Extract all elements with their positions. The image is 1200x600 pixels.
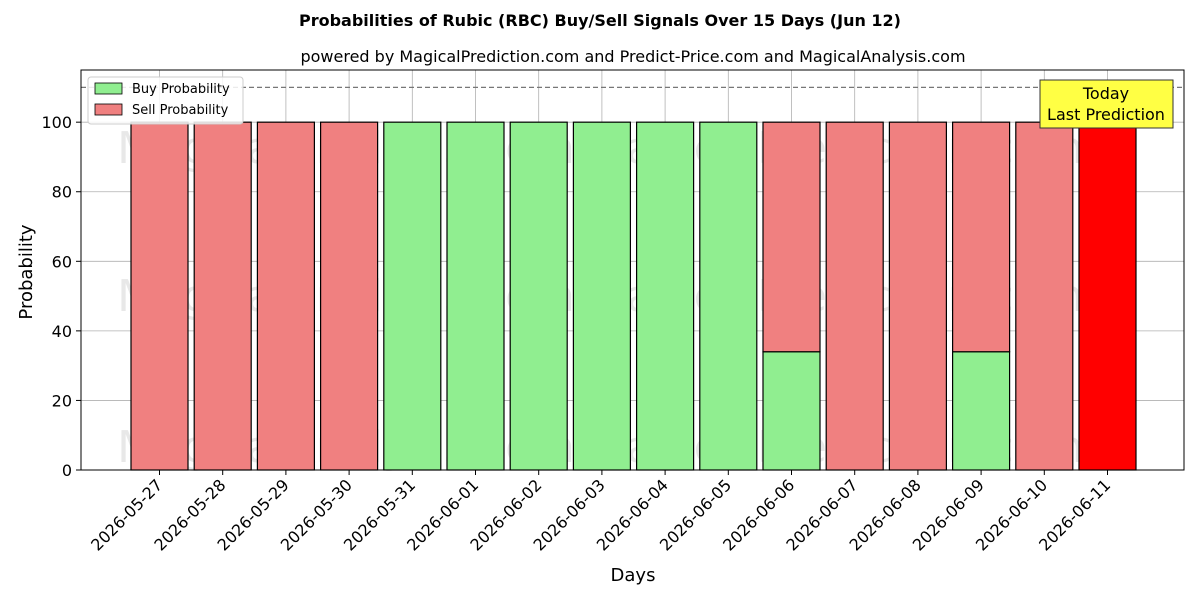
legend-label-buy: Buy Probability (132, 82, 230, 97)
bar-buy-2026-05-31 (383, 121, 442, 471)
legend-box (87, 76, 244, 125)
y-tick-label-0: 0 (62, 461, 72, 480)
legend-swatch-sell (94, 103, 123, 116)
y-tick-label-4: 80 (52, 183, 72, 202)
bar-sell-2026-06-11 (1078, 121, 1137, 471)
bars (130, 121, 1137, 471)
legend-swatch-buy (94, 82, 123, 95)
bar-buy-2026-06-01 (446, 121, 505, 471)
plot-frame (80, 69, 1185, 471)
bar-buy-2026-06-02 (509, 121, 568, 471)
bar-sell-2026-06-10 (1015, 121, 1074, 471)
bar-sell-2026-06-07 (825, 121, 884, 471)
y-axis-label: Probability (16, 224, 37, 319)
bar-buy-2026-06-03 (572, 121, 632, 471)
y-ticks: 0 20 40 60 80 100 (41, 113, 81, 480)
bar-sell-2026-05-28 (193, 121, 252, 471)
bar-buy-2026-06-05 (699, 121, 758, 471)
y-tick-label-2: 40 (52, 322, 72, 341)
today-annotation-line2: Last Prediction (1047, 105, 1165, 124)
bar-buy-2026-06-04 (635, 121, 695, 471)
bar-sell-2026-06-06 (762, 121, 821, 353)
chart-subtitle: powered by MagicalPrediction.com and Pre… (300, 47, 965, 66)
y-tick-label-3: 60 (52, 252, 72, 271)
bar-buy-2026-06-06 (762, 351, 821, 471)
chart-title: Probabilities of Rubic (RBC) Buy/Sell Si… (299, 11, 901, 30)
today-annotation: Today Last Prediction (1039, 79, 1174, 129)
bar-sell-2026-05-29 (256, 121, 315, 471)
bar-sell-2026-05-30 (320, 121, 379, 471)
y-tick-label-5: 100 (41, 113, 72, 132)
legend: Buy Probability Sell Probability (87, 76, 244, 125)
bar-sell-2026-06-08 (888, 121, 948, 471)
y-tick-label-1: 20 (52, 391, 72, 410)
today-annotation-box (1039, 79, 1174, 129)
today-annotation-line1: Today (1082, 84, 1129, 103)
x-ticks: 2026-05-272026-05-282026-05-292026-05-30… (87, 470, 1114, 555)
x-axis-label: Days (611, 565, 656, 586)
bar-sell-2026-05-27 (130, 121, 189, 471)
legend-label-sell: Sell Probability (132, 103, 229, 118)
bar-sell-2026-06-09 (951, 121, 1011, 353)
bar-buy-2026-06-09 (951, 351, 1011, 471)
